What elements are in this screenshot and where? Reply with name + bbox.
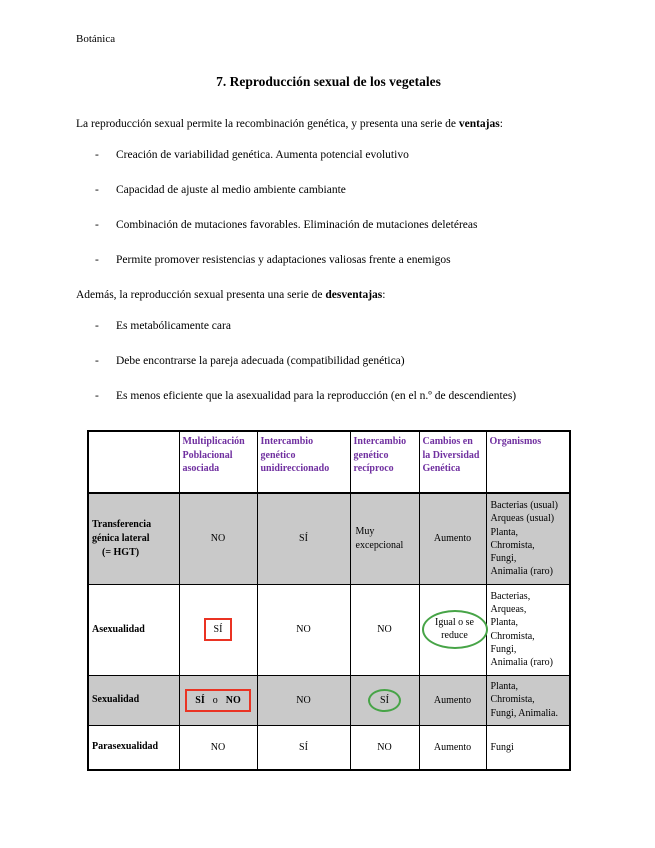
ventajas-intro-paragraph: La reproducción sexual permite la recomb… [76,117,581,131]
cell-parasexualidad-div: Aumento [418,724,487,771]
row-label-sexualidad: Sexualidad [87,674,180,726]
list-item-text: Combinación de mutaciones favorables. El… [116,219,478,231]
header-empty-cell [87,430,180,494]
intro-colon: : [382,289,386,301]
cell-transferencia-div: Aumento [418,492,487,585]
cell-parasexualidad-uni: SÍ [256,724,351,771]
cell-sexualidad-uni: NO [256,674,351,726]
cell-transferencia-rec: Muy excepcional [349,492,420,585]
red-box-annotation: SÍ [203,618,233,641]
desventajas-bold-word: desventajas [325,289,383,301]
list-item-text: Debe encontrarse la pareja adecuada (com… [116,355,405,367]
header-intercambio-unidireccionado: Intercambio genético unidireccionado [256,430,351,494]
table-row-sexualidad: Sexualidad SÍ o NO NO SÍ Aumento Planta, C… [87,674,571,726]
cell-sexualidad-rec: SÍ [349,674,420,726]
green-ellipse-annotation: Igual o se reduce [421,610,488,649]
bullet-dash: - [95,355,99,367]
list-item: - Creación de variabilidad genética. Aume… [76,148,581,162]
annotated-value-no: NO [225,694,241,706]
cell-sexualidad-org: Planta, Chromista, Fungi, Animalia. [485,674,571,726]
intro-text: Además, la reproducción sexual presenta … [76,289,326,301]
ventajas-bold-word: ventajas [458,118,500,130]
ventajas-list: - Creación de variabilidad genética. Aume… [76,148,581,267]
list-item: - Permite promover resistencias y adaptac… [76,253,581,267]
cell-asexualidad-mult: SÍ [178,583,258,676]
header-cambios-diversidad: Cambios en la Diversidad Genética [418,430,487,494]
list-item: - Es menos eficiente que la asexualidad p… [76,389,581,403]
table-header-row: Multiplicación Poblacional asociada Inte… [87,430,571,494]
cell-parasexualidad-mult: NO [178,724,258,771]
header-organismos: Organismos [485,430,571,494]
bullet-dash: - [95,390,99,402]
annotated-value: SÍ [380,694,389,706]
desventajas-list: - Es metabólicamente cara - Debe encontrar… [76,319,581,403]
cell-asexualidad-org: Bacterias, Arqueas, Planta, Chromista, F… [485,583,571,676]
table-row-asexualidad: Asexualidad SÍ NO NO Igual o se reduce B… [87,583,571,676]
list-item-text: Capacidad de ajuste al medio ambiente ca… [116,184,346,196]
cell-asexualidad-uni: NO [256,583,351,676]
cell-sexualidad-div: Aumento [418,674,487,726]
list-item: - Combinación de mutaciones favorables. E… [76,218,581,232]
row-label-asexualidad: Asexualidad [87,583,180,676]
annotated-value-si: SÍ [195,694,205,706]
header-intercambio-reciproco: Intercambio genético recíproco [349,430,420,494]
desventajas-intro-paragraph: Además, la reproducción sexual presenta … [76,288,581,302]
intro-text: La reproducción sexual permite la recomb… [76,118,459,130]
cell-asexualidad-div: Igual o se reduce [418,583,488,676]
bullet-dash: - [95,320,99,332]
annotated-value-o: o [212,694,218,706]
bullet-dash: - [95,219,99,231]
reproduction-comparison-table: Multiplicación Poblacional asociada Inte… [87,430,571,771]
cell-parasexualidad-rec: NO [349,724,420,771]
red-box-annotation: SÍ o NO [185,688,251,712]
course-header: Botánica [76,33,116,45]
bullet-dash: - [95,184,99,196]
list-item: - Debe encontrarse la pareja adecuada (co… [76,354,581,368]
intro-colon: : [499,118,503,130]
table-row-parasexualidad: Parasexualidad NO SÍ NO Aumento Fungi [87,724,571,771]
list-item-text: Creación de variabilidad genética. Aumen… [116,149,409,161]
cell-transferencia-uni: SÍ [256,492,351,585]
table-row-transferencia: Transferencia génica lateral (= HGT) NO … [87,492,571,585]
annotated-value: SÍ [213,624,223,635]
list-item-text: Es menos eficiente que la asexualidad pa… [116,390,517,402]
annotated-value: Igual o se reduce [435,617,474,641]
cell-transferencia-org: Bacterias (usual) Arqueas (usual) Planta… [485,492,571,585]
green-ellipse-annotation: SÍ [368,688,401,712]
cell-transferencia-mult: NO [178,492,258,585]
list-item-text: Es metabólicamente cara [116,320,231,332]
list-item: - Es metabólicamente cara [76,319,581,333]
cell-sexualidad-mult: SÍ o NO [178,674,258,726]
bullet-dash: - [95,149,99,161]
list-item-text: Permite promover resistencias y adaptaci… [116,254,451,266]
bullet-dash: - [95,254,99,266]
header-multiplicacion: Multiplicación Poblacional asociada [178,430,258,494]
list-item: - Capacidad de ajuste al medio ambiente c… [76,183,581,197]
page-title: 7. Reproducción sexual de los vegetales [216,74,441,89]
row-label-parasexualidad: Parasexualidad [87,724,180,771]
cell-asexualidad-rec: NO [349,583,420,676]
row-label-transferencia: Transferencia génica lateral (= HGT) [87,492,180,585]
cell-parasexualidad-org: Fungi [485,724,571,771]
